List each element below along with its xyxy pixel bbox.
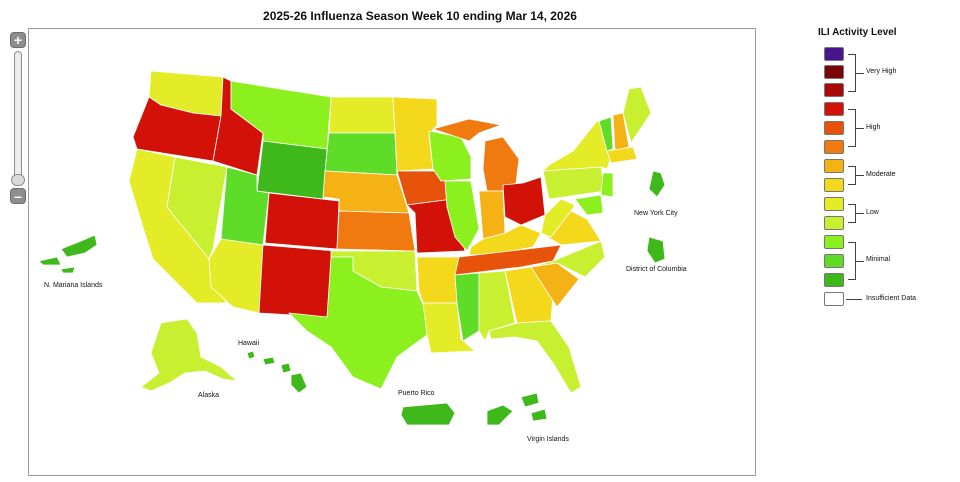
legend-swatch-level-2 xyxy=(824,254,844,268)
legend-label-insufficient: Insufficient Data xyxy=(866,295,917,302)
legend-label-very-high: Very High xyxy=(866,68,897,75)
state-WV[interactable] xyxy=(540,198,576,238)
legend-bracket-high xyxy=(848,109,856,147)
map-frame[interactable] xyxy=(28,28,756,476)
state-TN[interactable] xyxy=(454,244,562,276)
label-puerto-rico: Puerto Rico xyxy=(398,390,435,397)
state-HI[interactable] xyxy=(246,350,308,394)
legend-bracket-low xyxy=(848,204,856,223)
legend-tick-high xyxy=(856,128,864,129)
label-hawaii: Hawaii xyxy=(238,340,260,347)
state-NV[interactable] xyxy=(166,156,228,260)
state-MS[interactable] xyxy=(454,272,480,342)
label-mariana-islands: N. Mariana Islands xyxy=(44,282,103,289)
legend-label-minimal: Minimal xyxy=(866,256,891,263)
state-SD[interactable] xyxy=(324,132,398,176)
zoom-in-button[interactable]: + xyxy=(10,32,26,48)
state-VI[interactable] xyxy=(486,392,548,426)
label-new-york-city: New York City xyxy=(634,210,678,217)
state-CO[interactable] xyxy=(264,192,340,250)
state-PR[interactable] xyxy=(400,402,456,426)
legend-swatch-level-4 xyxy=(824,216,844,230)
map-title: 2025-26 Influenza Season Week 10 ending … xyxy=(263,9,577,23)
state-FL[interactable] xyxy=(488,320,582,394)
legend-label-high: High xyxy=(866,124,881,131)
state-NM[interactable] xyxy=(258,244,336,318)
legend-swatch-level-10 xyxy=(824,102,844,116)
legend-swatch-level-1 xyxy=(824,273,844,287)
state-NJ[interactable] xyxy=(600,172,614,198)
zoom-out-button[interactable]: – xyxy=(10,188,26,204)
legend-swatch-level-9 xyxy=(824,121,844,135)
state-MA[interactable] xyxy=(606,146,638,164)
label-alaska: Alaska xyxy=(198,392,220,399)
label-virgin-islands: Virgin Islands xyxy=(527,436,569,443)
zoom-slider-handle[interactable] xyxy=(11,174,25,186)
legend-tick-moderate xyxy=(856,175,864,176)
state-TX[interactable] xyxy=(288,256,428,390)
legend-tick-insufficient xyxy=(846,299,862,300)
zoom-control[interactable]: + – xyxy=(10,32,28,204)
state-NH[interactable] xyxy=(612,112,630,152)
legend-swatch-level-6 xyxy=(824,178,844,192)
state-KS[interactable] xyxy=(336,210,416,252)
legend-swatch-level-3 xyxy=(824,235,844,249)
state-MP[interactable] xyxy=(38,234,98,274)
legend-swatch-insufficient xyxy=(824,292,844,306)
legend-tick-minimal xyxy=(856,261,864,262)
legend-bracket-minimal xyxy=(848,242,856,280)
legend-tick-low xyxy=(856,213,864,214)
state-PA[interactable] xyxy=(542,166,606,200)
state-WY[interactable] xyxy=(256,140,328,200)
legend-swatch-level-7 xyxy=(824,159,844,173)
state-OH[interactable] xyxy=(502,176,546,226)
state-DC[interactable] xyxy=(646,236,666,264)
state-AK[interactable] xyxy=(140,318,238,392)
legend-swatch-level-13 xyxy=(824,47,844,61)
zoom-slider-track[interactable] xyxy=(14,51,22,185)
state-VT[interactable] xyxy=(598,116,614,152)
legend-label-moderate: Moderate xyxy=(866,171,896,178)
state-MD[interactable] xyxy=(574,194,604,216)
state-ND[interactable] xyxy=(328,96,396,134)
state-IL[interactable] xyxy=(444,180,480,252)
us-map[interactable] xyxy=(29,29,755,475)
label-district-of-columbia: District of Columbia xyxy=(626,266,687,273)
legend-swatch-level-5 xyxy=(824,197,844,211)
legend: ILI Activity Level Very High High Modera… xyxy=(818,27,958,317)
legend-tick-very-high xyxy=(856,73,864,74)
legend-swatch-level-12 xyxy=(824,65,844,79)
state-NYC[interactable] xyxy=(648,170,666,198)
state-ME[interactable] xyxy=(622,86,652,144)
state-AR[interactable] xyxy=(416,256,460,304)
legend-bracket-moderate xyxy=(848,166,856,185)
legend-swatch-level-11 xyxy=(824,83,844,97)
legend-bracket-very-high xyxy=(848,54,856,92)
legend-title: ILI Activity Level xyxy=(818,27,897,38)
legend-swatch-level-8 xyxy=(824,140,844,154)
legend-label-low: Low xyxy=(866,209,879,216)
state-IN[interactable] xyxy=(478,190,506,240)
